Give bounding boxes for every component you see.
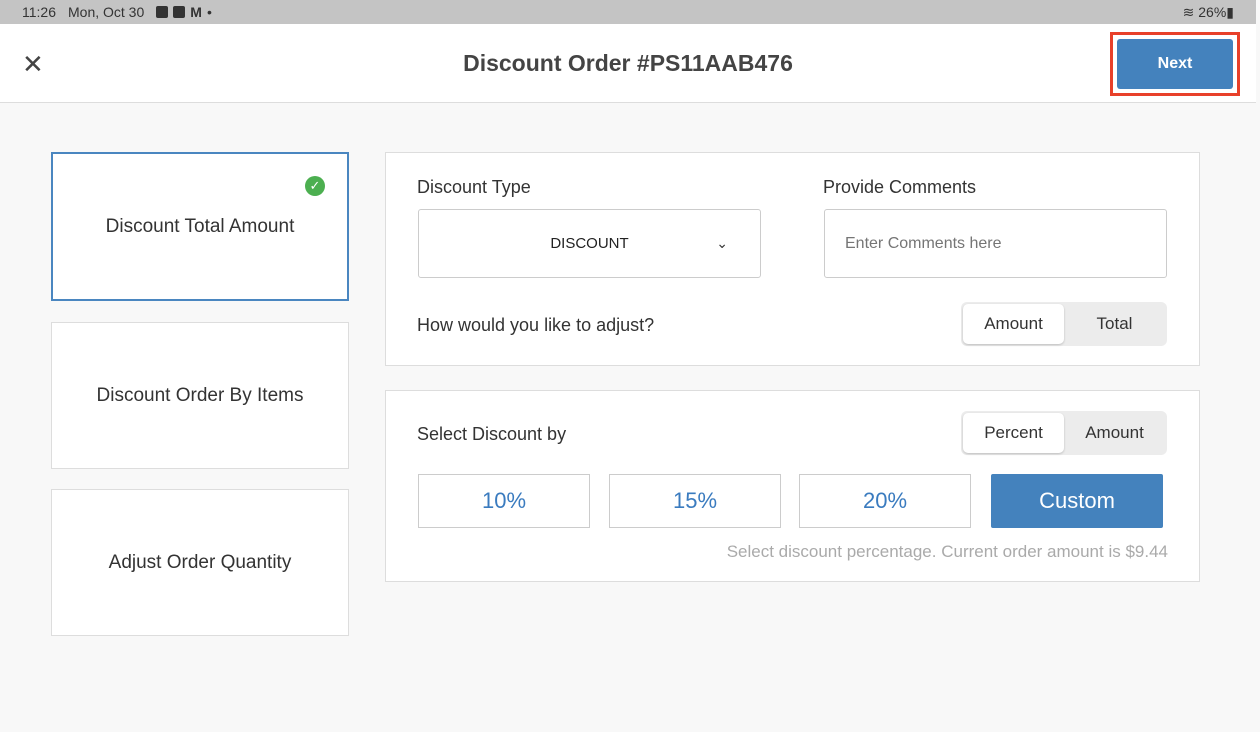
option-label: Discount Total Amount	[105, 215, 295, 237]
battery-level: 26%	[1198, 4, 1227, 20]
discount-mode-toggle: Percent Amount	[961, 411, 1167, 455]
select-discount-label: Select Discount by	[417, 424, 567, 444]
dot-icon: •	[206, 4, 212, 20]
discount-type-value: DISCOUNT	[550, 235, 629, 252]
adjust-label: How would you like to adjust?	[417, 315, 655, 335]
chevron-down-icon: ⌄	[716, 235, 728, 251]
adjust-amount-option[interactable]: Amount	[963, 304, 1064, 344]
option-label: Adjust Order Quantity	[108, 551, 292, 573]
percent-option[interactable]: Percent	[963, 413, 1064, 453]
discount-type-select[interactable]: DISCOUNT ⌄	[418, 209, 761, 278]
option-adjust-quantity[interactable]: Adjust Order Quantity	[51, 489, 349, 636]
close-icon[interactable]: ✕	[22, 49, 44, 79]
preset-10-button[interactable]: 10%	[418, 474, 590, 528]
header: ✕ Discount Order #PS11AAB476 Next	[0, 24, 1256, 103]
gmail-icon: M	[190, 4, 202, 20]
next-button-highlight: Next	[1110, 32, 1240, 96]
calendar-icon	[173, 6, 186, 18]
discount-type-label: Discount Type	[417, 177, 531, 197]
wifi-icon: ≋	[1182, 4, 1195, 20]
status-bar: 11:26 Mon, Oct 30 M • ≋ 26%▮	[0, 0, 1256, 24]
comments-label: Provide Comments	[823, 177, 977, 197]
battery-icon: ▮	[1226, 4, 1234, 20]
discount-type-panel: Discount Type DISCOUNT ⌄ Provide Comment…	[385, 152, 1200, 366]
status-time: 11:26	[22, 4, 56, 20]
preset-15-button[interactable]: 15%	[609, 474, 781, 528]
option-discount-by-items[interactable]: Discount Order By Items	[51, 322, 349, 469]
option-label: Discount Order By Items	[96, 384, 304, 406]
check-circle-icon: ✓	[305, 176, 325, 196]
next-button[interactable]: Next	[1117, 39, 1233, 89]
status-date: Mon, Oct 30	[68, 4, 145, 20]
discount-hint: Select discount percentage. Current orde…	[726, 542, 1168, 561]
select-discount-panel: Select Discount by Percent Amount 10% 15…	[385, 390, 1200, 582]
amount-option[interactable]: Amount	[1085, 423, 1144, 442]
adjust-toggle: Amount Total	[961, 302, 1167, 346]
adjust-total-option[interactable]: Total	[1096, 314, 1133, 333]
custom-button[interactable]: Custom	[991, 474, 1163, 528]
comments-input[interactable]	[824, 209, 1167, 278]
preset-20-button[interactable]: 20%	[799, 474, 971, 528]
gallery-icon	[156, 6, 169, 18]
page-title: Discount Order #PS11AAB476	[463, 50, 793, 76]
option-discount-total-amount[interactable]: Discount Total Amount ✓	[51, 152, 349, 301]
